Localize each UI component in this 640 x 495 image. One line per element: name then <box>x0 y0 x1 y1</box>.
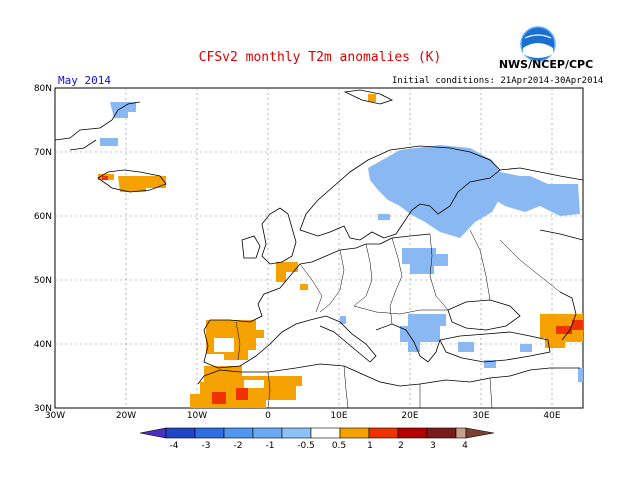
legend-arrow-right <box>465 427 495 439</box>
legend-swatch-6 <box>310 427 341 439</box>
legend-label: -1 <box>266 441 275 451</box>
cool-anomaly-regions <box>100 102 583 382</box>
legend-label: 2 <box>398 441 404 451</box>
legend-swatch-8 <box>368 427 399 439</box>
forecast-month: May 2014 <box>58 74 111 87</box>
legend-swatch-7 <box>339 427 370 439</box>
map-title: CFSv2 monthly T2m anomalies (K) <box>198 50 442 65</box>
map-frame <box>54 87 584 409</box>
noaa-logo <box>520 26 556 62</box>
lon-label-20w: 20W <box>116 411 136 421</box>
lat-label-70n: 70N <box>34 148 52 158</box>
longitude-labels: 30W 20W 10W 0 10E 20E 30E 40E <box>45 411 561 421</box>
legend-swatch-5 <box>281 427 312 439</box>
legend-label: 0.5 <box>332 441 346 451</box>
legend-swatch-10 <box>426 427 457 439</box>
legend-swatch-11 <box>455 427 467 439</box>
lon-label-30e: 30E <box>472 411 489 421</box>
legend-label: 1 <box>367 441 373 451</box>
neutral-gaps <box>214 338 264 388</box>
lon-label-20e: 20E <box>401 411 418 421</box>
legend-label: -3 <box>202 441 211 451</box>
lat-label-40n: 40N <box>34 340 52 350</box>
legend-label: 4 <box>462 441 468 451</box>
country-borders <box>235 229 561 409</box>
legend-swatch-1 <box>165 427 196 439</box>
latitude-labels: 80N 70N 60N 50N 40N 30N <box>34 84 52 414</box>
legend-arrow-left <box>139 427 167 439</box>
lon-label-30w: 30W <box>45 411 65 421</box>
color-legend <box>139 427 495 439</box>
lat-label-30n: 30N <box>34 404 52 414</box>
legend-swatch-3 <box>223 427 254 439</box>
lat-label-50n: 50N <box>34 276 52 286</box>
legend-swatch-9 <box>397 427 428 439</box>
legend-label: -4 <box>170 441 179 451</box>
coastlines <box>54 89 584 387</box>
initial-conditions: Initial conditions: 21Apr2014-30Apr2014 <box>392 76 604 86</box>
gridlines <box>55 88 583 408</box>
legend-label: -2 <box>234 441 243 451</box>
legend-labels: -4 -3 -2 -1 -0.5 0.5 1 2 3 4 <box>170 441 469 451</box>
lat-label-60n: 60N <box>34 212 52 222</box>
lat-label-80n: 80N <box>34 84 52 94</box>
legend-label: -0.5 <box>297 441 315 451</box>
lon-label-40e: 40E <box>543 411 560 421</box>
lon-label-10w: 10W <box>187 411 207 421</box>
legend-swatch-2 <box>194 427 225 439</box>
lon-label-0: 0 <box>265 411 271 421</box>
legend-label: 3 <box>430 441 436 451</box>
legend-swatch-4 <box>252 427 283 439</box>
lon-label-10e: 10E <box>330 411 347 421</box>
agency-label: NWS/NCEP/CPC <box>498 58 594 71</box>
